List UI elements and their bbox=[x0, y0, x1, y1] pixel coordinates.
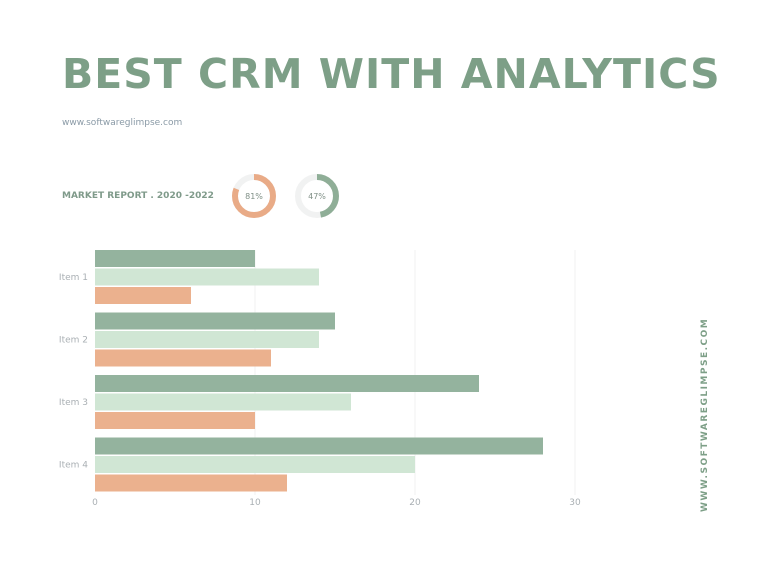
vertical-url: WWW.SOFTWAREGLIMPSE.COM bbox=[700, 317, 710, 512]
bar bbox=[95, 393, 351, 411]
bar bbox=[95, 331, 319, 348]
bar bbox=[95, 349, 271, 367]
report-label: MARKET REPORT . 2020 -2022 bbox=[62, 191, 214, 201]
y-category-label: Item 4 bbox=[59, 461, 88, 471]
bar bbox=[95, 250, 255, 267]
y-category-label: Item 2 bbox=[59, 336, 88, 346]
bar bbox=[95, 437, 543, 455]
bar bbox=[95, 456, 415, 473]
bar bbox=[95, 312, 335, 330]
donut-label: 47% bbox=[308, 192, 326, 201]
donut-label: 81% bbox=[245, 192, 263, 201]
bar bbox=[95, 287, 191, 304]
bar bbox=[95, 268, 319, 286]
donut-81: 81% bbox=[232, 174, 276, 218]
donut-arc bbox=[295, 174, 339, 218]
website-url: www.softwareglimpse.com bbox=[62, 118, 183, 128]
donut-arc bbox=[232, 174, 276, 218]
x-tick-label: 0 bbox=[92, 498, 98, 508]
x-tick-label: 20 bbox=[409, 498, 421, 508]
x-tick-label: 30 bbox=[569, 498, 581, 508]
y-category-label: Item 1 bbox=[59, 273, 88, 283]
x-tick-label: 10 bbox=[249, 498, 261, 508]
bar bbox=[95, 375, 479, 392]
bar bbox=[95, 474, 287, 492]
bar bbox=[95, 412, 255, 429]
donut-47: 47% bbox=[295, 174, 339, 218]
y-category-label: Item 3 bbox=[59, 398, 88, 408]
page-title: BEST CRM WITH ANALYTICS bbox=[62, 50, 721, 98]
